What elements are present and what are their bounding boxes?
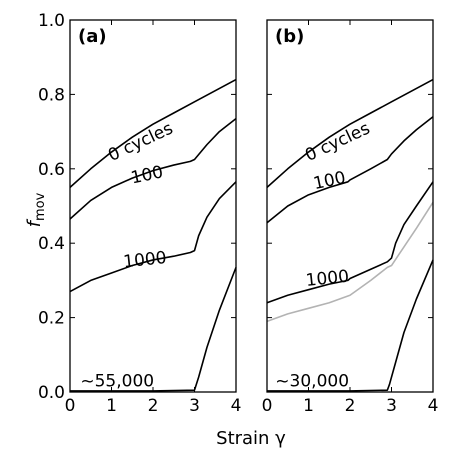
x-axis-title: Strain γ <box>216 428 286 449</box>
x-tick-label: 0 <box>65 396 76 416</box>
x-tick-label: 4 <box>231 396 242 416</box>
y-tick-label: 0.8 <box>38 85 65 105</box>
series-line-1000 <box>69 181 237 293</box>
series-line-0-cycles <box>69 78 237 188</box>
series-line--55-000 <box>70 267 237 392</box>
series-line-100 <box>69 117 237 220</box>
x-tick-label: 1 <box>303 396 314 416</box>
curve-label: 100 <box>129 162 165 188</box>
x-tick-label: 3 <box>386 396 397 416</box>
curve-label: 100 <box>312 168 348 194</box>
y-tick-label: 0.6 <box>38 160 65 180</box>
panel-label: (a) <box>78 26 107 47</box>
x-tick-label: 3 <box>189 396 200 416</box>
y-axis-title: fmov <box>24 192 48 227</box>
plot-frame <box>266 19 434 393</box>
y-tick-label: 1.0 <box>38 11 65 31</box>
x-tick-label: 2 <box>345 396 356 416</box>
x-tick-label: 2 <box>148 396 159 416</box>
y-tick-label: 0.0 <box>38 383 65 403</box>
x-tick-label: 4 <box>428 396 439 416</box>
y-tick-label: 0.2 <box>38 309 65 329</box>
curve-label: 1000 <box>122 248 167 272</box>
curve-label: 1000 <box>305 267 350 291</box>
x-tick-label: 1 <box>106 396 117 416</box>
x-tick-label: 0 <box>262 396 273 416</box>
curve-label: ~30,000 <box>275 371 349 391</box>
curve-label: 0 cycles <box>105 119 176 166</box>
curve-label: ~55,000 <box>80 371 154 391</box>
series-line-0-cycles <box>266 78 434 188</box>
y-tick-label: 0.4 <box>38 234 65 254</box>
panel-label: (b) <box>275 26 304 47</box>
series-line-gray <box>266 201 434 323</box>
series-line-100 <box>266 116 434 224</box>
series-line--30-000 <box>267 259 434 392</box>
series-line-1000 <box>266 181 434 304</box>
curve-label: 0 cycles <box>302 119 373 166</box>
